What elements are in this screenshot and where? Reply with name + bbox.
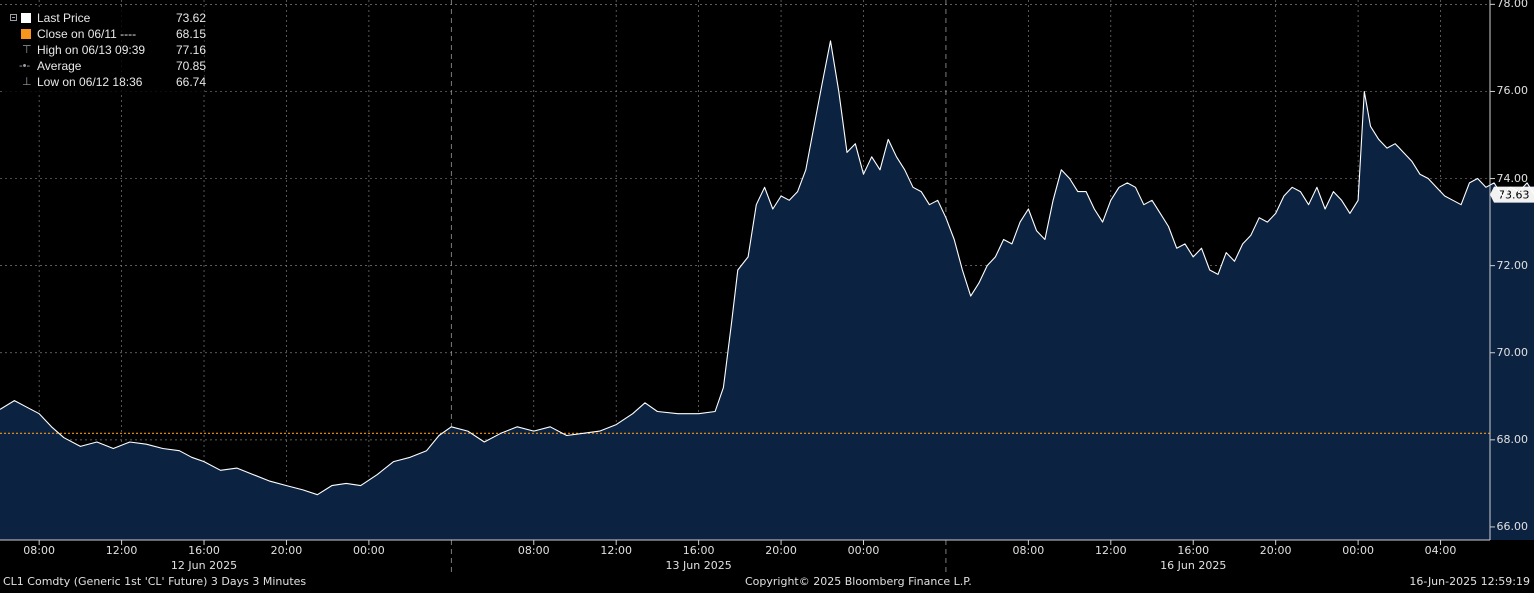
- legend-label: Last Price: [37, 11, 91, 25]
- date-label: 12 Jun 2025: [170, 559, 238, 572]
- x-tick-label: 00:00: [847, 544, 880, 557]
- low-marker-icon: ⊥: [22, 76, 32, 88]
- area-layer: [0, 40, 1534, 540]
- y-tick-label: 68.00: [1496, 432, 1529, 446]
- y-tick-label: 72.00: [1496, 258, 1529, 272]
- legend-value: 66.74: [176, 75, 207, 89]
- legend-close[interactable]: Close on 06/11 ---- 68.15: [4, 26, 207, 42]
- x-tick-label: 16:00: [1177, 544, 1210, 557]
- security-description: CL1 Comdty (Generic 1st 'CL' Future) 3 D…: [3, 575, 307, 588]
- y-tick-label: 70.00: [1496, 345, 1529, 359]
- x-tick-label: 20:00: [1259, 544, 1292, 557]
- legend-label: Average: [37, 59, 82, 73]
- axis-layer: [0, 0, 1495, 545]
- y-tick-label: 76.00: [1496, 84, 1529, 98]
- x-tick-label: 00:00: [353, 544, 385, 557]
- x-tick-label: 08:00: [517, 544, 550, 557]
- x-tick-label: 16:00: [682, 544, 715, 557]
- legend-low[interactable]: ⊥ Low on 06/12 18:36 66.74: [4, 74, 207, 90]
- x-tick-label: 12:00: [1094, 544, 1127, 557]
- legend-label: High on 06/13 09:39: [37, 43, 146, 57]
- chart-legend: Last Price 73.62 Close on 06/11 ---- 68.…: [4, 10, 207, 94]
- timestamp: 16-Jun-2025 12:59:19: [1409, 575, 1530, 588]
- last-price-swatch: [21, 13, 31, 23]
- x-tick-label: 20:00: [270, 544, 303, 557]
- x-tick-label: 20:00: [765, 544, 797, 557]
- legend-value: 68.15: [176, 27, 207, 41]
- legend-high[interactable]: ⊤ High on 06/13 09:39 77.16: [4, 42, 207, 58]
- y-tick-label: 78.00: [1496, 0, 1529, 11]
- x-tick-label: 12:00: [105, 544, 138, 557]
- x-tick-label: 08:00: [1012, 544, 1045, 557]
- price-line: [0, 40, 1534, 496]
- legend-value: 77.16: [176, 43, 207, 57]
- x-tick-label: 08:00: [23, 544, 56, 557]
- close-swatch: [21, 29, 31, 39]
- y-tick-label: 66.00: [1496, 519, 1529, 533]
- last-price-tag: [1490, 186, 1534, 203]
- legend-value: 70.85: [176, 59, 207, 73]
- x-tick-label: 00:00: [1342, 544, 1374, 557]
- high-marker-icon: ⊤: [22, 44, 32, 56]
- copyright-text: Copyright© 2025 Bloomberg Finance L.P.: [745, 575, 972, 588]
- collapse-toggle-icon[interactable]: [10, 14, 17, 21]
- date-label: 13 Jun 2025: [665, 559, 732, 572]
- legend-value: 73.62: [176, 11, 207, 25]
- x-tick-label: 12:00: [600, 544, 633, 557]
- y-tick-label: 74.00: [1496, 171, 1529, 185]
- legend-label: Low on 06/12 18:36: [37, 75, 143, 89]
- x-tick-label: 04:00: [1424, 544, 1457, 557]
- price-line-layer: [0, 40, 1534, 496]
- date-label: 16 Jun 2025: [1160, 559, 1227, 572]
- average-line-icon: -•-: [19, 60, 31, 72]
- legend-last-price[interactable]: Last Price 73.62: [4, 10, 207, 26]
- price-area: [0, 40, 1534, 540]
- legend-label: Close on 06/11 ----: [37, 27, 137, 41]
- x-tick-label: 16:00: [188, 544, 220, 557]
- legend-average[interactable]: -•- Average 70.85: [4, 58, 207, 74]
